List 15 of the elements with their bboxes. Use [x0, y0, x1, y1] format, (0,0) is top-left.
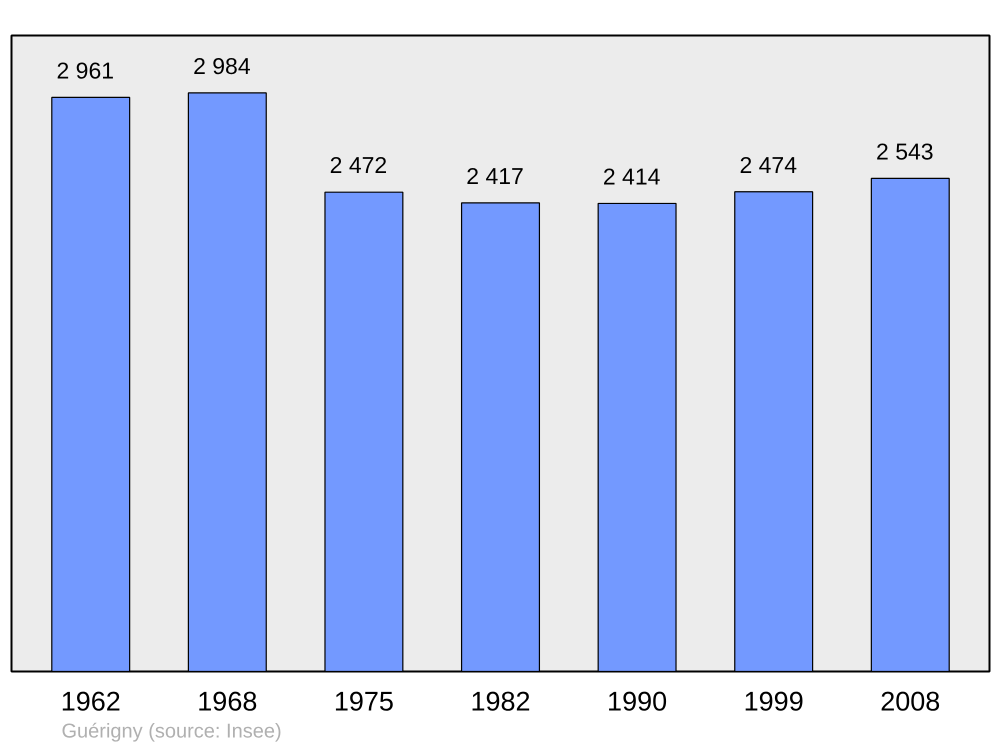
- x-tick-label: 2008: [880, 686, 940, 716]
- text: Guérigny (source: Insee): [62, 720, 282, 742]
- x-tick-label: 1975: [334, 686, 394, 716]
- x-tick-label: 1999: [744, 686, 804, 716]
- data-label: 2 543: [876, 138, 934, 164]
- data-label: 2 414: [602, 163, 661, 190]
- x-tick-label: 1990: [607, 686, 668, 716]
- data-label: 2 472: [330, 152, 388, 178]
- data-label: 2 474: [739, 152, 798, 178]
- data-label: 2 984: [193, 52, 251, 79]
- x-tick-label: 1962: [60, 686, 121, 716]
- x-tick-label: 1982: [470, 686, 531, 716]
- data-label: 2 417: [466, 162, 524, 189]
- data-label: 2 961: [56, 57, 114, 84]
- x-tick-label: 1968: [197, 686, 258, 716]
